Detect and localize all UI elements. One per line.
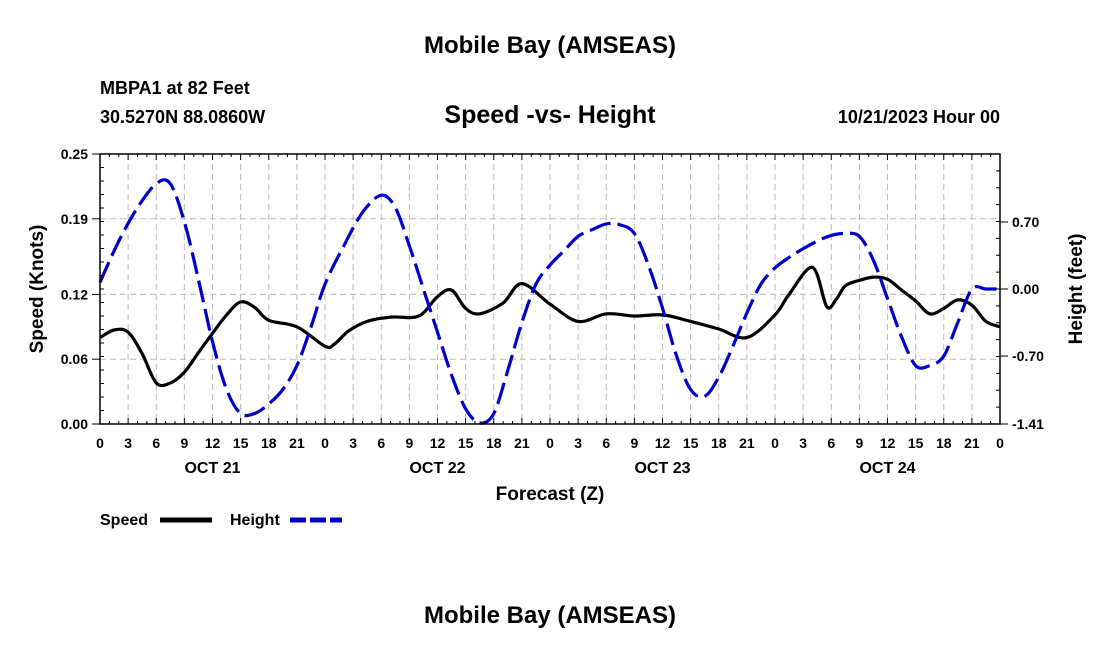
x-tick-label: 9: [630, 435, 638, 451]
x-tick-label: 21: [514, 435, 530, 451]
day-label: OCT 22: [409, 460, 465, 477]
chart-title: Speed -vs- Height: [444, 101, 656, 129]
x-tick-label: 0: [996, 435, 1004, 451]
x-tick-label: 15: [458, 435, 474, 451]
day-label: OCT 21: [184, 460, 240, 477]
x-tick-label: 6: [152, 435, 160, 451]
y-left-tick-label: 0.12: [61, 286, 88, 302]
top-title: Mobile Bay (AMSEAS): [423, 32, 677, 59]
y-right-tick-label: 0.00: [1012, 281, 1039, 297]
legend-speed-label: Speed: [100, 512, 148, 529]
y-axis-left-label: Speed (Knots): [27, 225, 48, 354]
x-tick-label: 3: [574, 435, 582, 451]
station-label: MBPA1 at 82 Feet: [100, 78, 250, 98]
x-tick-label: 12: [880, 435, 896, 451]
x-tick-label: 3: [124, 435, 132, 451]
x-tick-label: 6: [827, 435, 835, 451]
series-layer: [98, 178, 1001, 425]
x-tick-label: 6: [377, 435, 385, 451]
y-right-tick-label: -0.70: [1012, 348, 1044, 364]
x-tick-label: 9: [855, 435, 863, 451]
x-tick-label: 12: [430, 435, 446, 451]
day-label: OCT 24: [859, 460, 915, 477]
y-left-tick-label: 0.19: [61, 211, 88, 227]
x-tick-label: 15: [233, 435, 249, 451]
bottom-title: Mobile Bay (AMSEAS): [423, 602, 677, 629]
x-tick-label: 21: [739, 435, 755, 451]
day-label: OCT 23: [634, 460, 690, 477]
x-tick-label: 15: [908, 435, 924, 451]
y-left-tick-label: 0.06: [61, 351, 88, 367]
x-tick-label: 0: [321, 435, 329, 451]
x-tick-label: 21: [289, 435, 305, 451]
y-right-tick-label: 0.70: [1012, 214, 1039, 230]
x-tick-label: 0: [96, 435, 104, 451]
x-tick-label: 12: [655, 435, 671, 451]
x-tick-label: 3: [349, 435, 357, 451]
x-tick-label: 18: [711, 435, 727, 451]
station-coordinates: 30.5270N 88.0860W: [100, 107, 266, 127]
x-tick-label: 18: [261, 435, 277, 451]
y-left-tick-label: 0.25: [61, 146, 88, 162]
x-tick-label: 18: [936, 435, 952, 451]
x-tick-label: 21: [964, 435, 980, 451]
legend: Speed Height: [100, 512, 342, 529]
x-tick-label: 3: [799, 435, 807, 451]
series-line-speed: [99, 265, 1001, 388]
series-line-height: [98, 178, 1000, 425]
tick-layer: 0 3 6 9 12 15 18 21 0 3 6 9 12 15 18 21 0 3 6 9 12 15 18 21 0 3 6 9…: [61, 146, 1044, 477]
x-tick-label: 12: [205, 435, 221, 451]
x-tick-label: 0: [771, 435, 779, 451]
x-tick-label: 18: [486, 435, 502, 451]
y-axis-right-label: Height (feet): [1066, 234, 1087, 345]
x-tick-label: 6: [602, 435, 610, 451]
x-tick-label: 15: [683, 435, 699, 451]
legend-height-label: Height: [230, 512, 280, 529]
x-tick-label: 9: [180, 435, 188, 451]
forecast-timestamp: 10/21/2023 Hour 00: [837, 107, 1000, 127]
y-right-tick-label: -1.41: [1012, 416, 1044, 432]
y-left-tick-label: 0.00: [61, 416, 88, 432]
x-axis-label: Forecast (Z): [496, 484, 605, 505]
x-tick-label: 0: [546, 435, 554, 451]
grid-layer: [100, 154, 1000, 424]
x-tick-label: 9: [405, 435, 413, 451]
